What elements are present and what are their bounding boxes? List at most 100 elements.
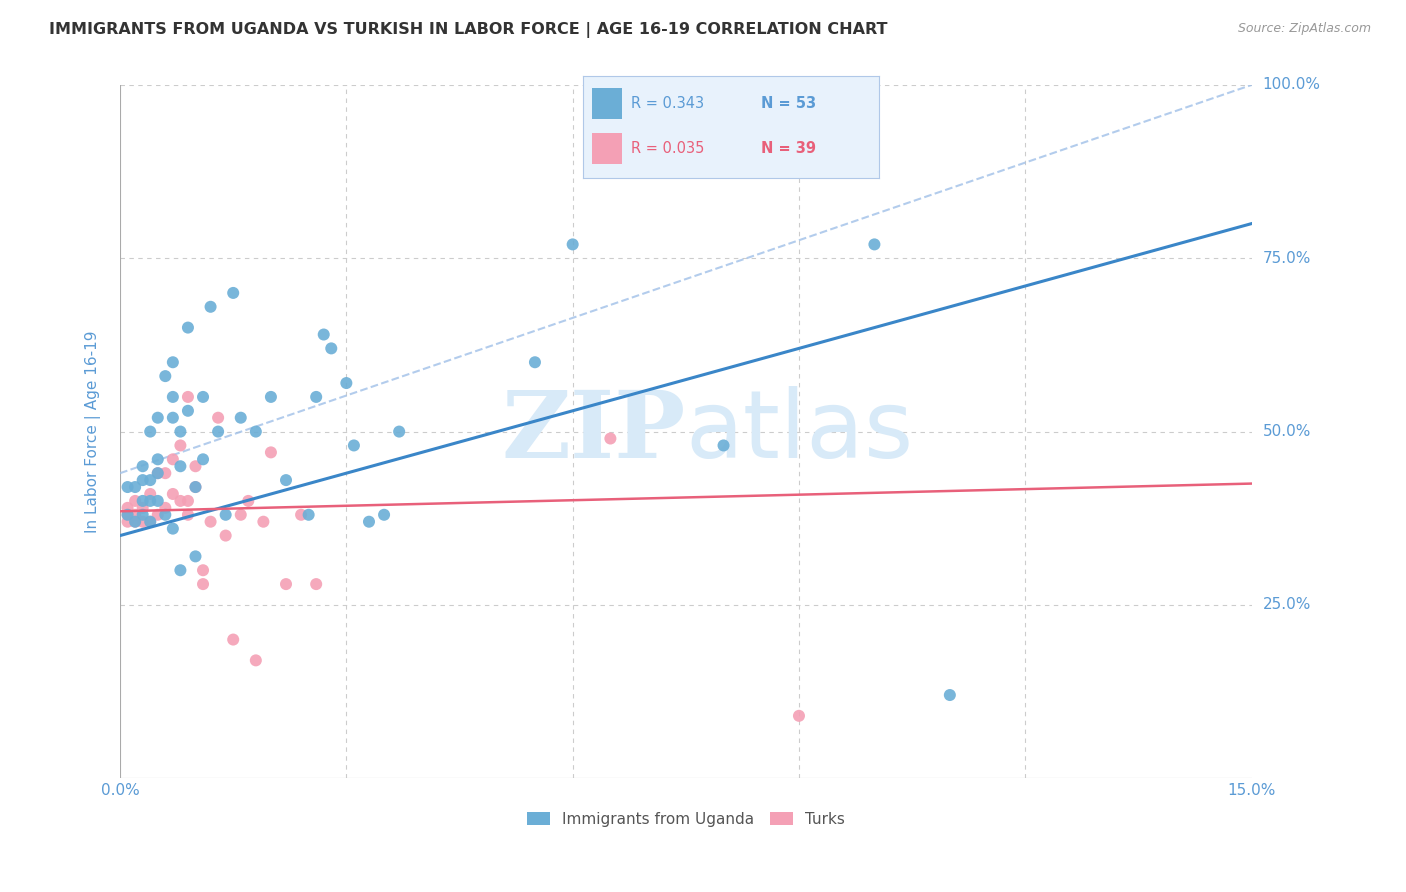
- Point: [599, 432, 621, 446]
- Point: [274, 577, 297, 591]
- Point: [252, 515, 274, 529]
- Point: [191, 452, 214, 467]
- Point: [146, 410, 169, 425]
- Text: Source: ZipAtlas.com: Source: ZipAtlas.com: [1237, 22, 1371, 36]
- Point: [177, 404, 200, 418]
- FancyBboxPatch shape: [592, 133, 621, 164]
- Point: [222, 632, 245, 647]
- Point: [184, 549, 207, 564]
- Point: [177, 390, 200, 404]
- Point: [169, 563, 191, 577]
- Point: [305, 577, 328, 591]
- Point: [321, 342, 343, 356]
- Point: [139, 473, 162, 487]
- Point: [290, 508, 312, 522]
- Point: [373, 508, 395, 522]
- Point: [561, 237, 583, 252]
- Point: [131, 508, 153, 522]
- Point: [222, 285, 245, 300]
- Point: [139, 515, 162, 529]
- Point: [155, 466, 177, 480]
- Point: [184, 480, 207, 494]
- Point: [245, 425, 267, 439]
- Text: 50.0%: 50.0%: [1263, 424, 1310, 439]
- Point: [117, 480, 139, 494]
- Point: [713, 438, 735, 452]
- Point: [184, 459, 207, 474]
- Y-axis label: In Labor Force | Age 16-19: In Labor Force | Age 16-19: [86, 330, 101, 533]
- Point: [117, 508, 139, 522]
- Point: [343, 438, 366, 452]
- Text: ZIP: ZIP: [502, 386, 686, 476]
- Point: [260, 445, 283, 459]
- Point: [117, 508, 139, 522]
- Point: [162, 487, 184, 501]
- Point: [146, 508, 169, 522]
- Point: [245, 653, 267, 667]
- Point: [139, 425, 162, 439]
- Text: 100.0%: 100.0%: [1263, 78, 1320, 93]
- Point: [260, 390, 283, 404]
- Text: R = 0.035: R = 0.035: [631, 141, 704, 156]
- Point: [229, 410, 252, 425]
- Point: [169, 438, 191, 452]
- Point: [177, 320, 200, 334]
- Point: [139, 494, 162, 508]
- Point: [200, 300, 222, 314]
- Point: [274, 473, 297, 487]
- Text: 75.0%: 75.0%: [1263, 251, 1310, 266]
- Point: [191, 390, 214, 404]
- Text: N = 53: N = 53: [761, 96, 815, 111]
- Point: [124, 508, 146, 522]
- Point: [184, 480, 207, 494]
- Point: [207, 410, 229, 425]
- Point: [162, 410, 184, 425]
- Point: [131, 473, 153, 487]
- Point: [177, 508, 200, 522]
- Point: [238, 494, 260, 508]
- Point: [169, 459, 191, 474]
- Point: [162, 522, 184, 536]
- Point: [298, 508, 321, 522]
- Point: [863, 237, 886, 252]
- Point: [131, 500, 153, 515]
- Point: [388, 425, 411, 439]
- Point: [162, 390, 184, 404]
- Text: atlas: atlas: [686, 385, 914, 477]
- Point: [131, 459, 153, 474]
- Point: [191, 563, 214, 577]
- Text: R = 0.343: R = 0.343: [631, 96, 704, 111]
- Point: [124, 494, 146, 508]
- Point: [146, 466, 169, 480]
- Point: [124, 480, 146, 494]
- Point: [177, 494, 200, 508]
- Point: [787, 708, 810, 723]
- Point: [124, 515, 146, 529]
- Legend: Immigrants from Uganda, Turks: Immigrants from Uganda, Turks: [522, 805, 851, 833]
- Point: [139, 487, 162, 501]
- Point: [312, 327, 335, 342]
- Point: [124, 515, 146, 529]
- Text: IMMIGRANTS FROM UGANDA VS TURKISH IN LABOR FORCE | AGE 16-19 CORRELATION CHART: IMMIGRANTS FROM UGANDA VS TURKISH IN LAB…: [49, 22, 887, 38]
- Text: 25.0%: 25.0%: [1263, 598, 1310, 613]
- Point: [146, 452, 169, 467]
- Point: [146, 494, 169, 508]
- Point: [357, 515, 380, 529]
- Point: [131, 515, 153, 529]
- Point: [939, 688, 962, 702]
- Point: [214, 528, 236, 542]
- Point: [155, 369, 177, 384]
- Point: [191, 577, 214, 591]
- Point: [117, 515, 139, 529]
- Point: [335, 376, 357, 390]
- Point: [139, 515, 162, 529]
- Point: [229, 508, 252, 522]
- Point: [162, 355, 184, 369]
- Point: [305, 390, 328, 404]
- Point: [200, 515, 222, 529]
- Point: [155, 500, 177, 515]
- Point: [155, 508, 177, 522]
- Point: [169, 494, 191, 508]
- Point: [146, 466, 169, 480]
- Text: N = 39: N = 39: [761, 141, 815, 156]
